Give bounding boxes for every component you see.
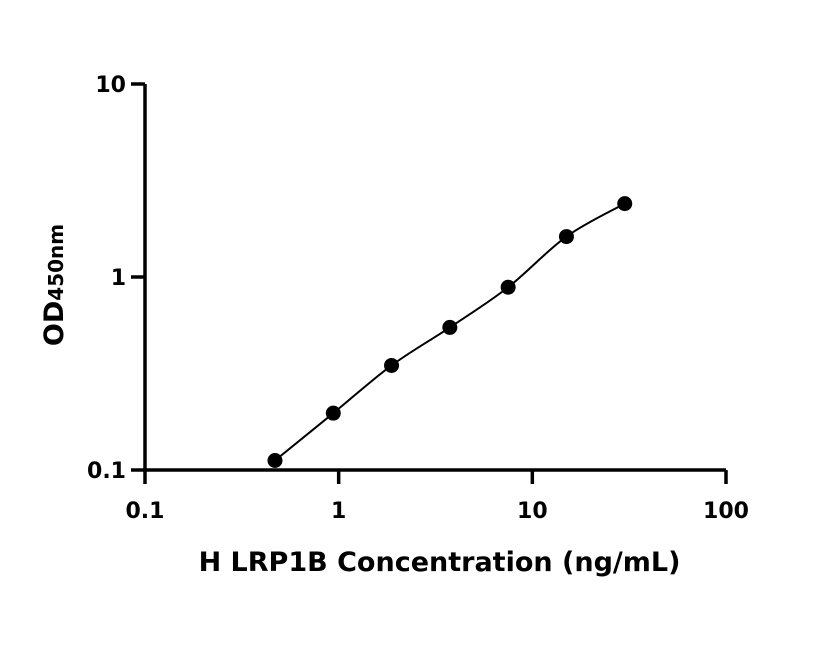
y-tick-label: 10 xyxy=(95,73,126,98)
x-tick-label: 1 xyxy=(331,499,346,524)
y-axis-title-main: OD xyxy=(39,301,70,346)
x-tick-label: 100 xyxy=(703,499,749,524)
y-tick-label: 0.1 xyxy=(87,459,126,484)
data-point xyxy=(384,357,400,373)
data-point xyxy=(500,279,516,295)
y-tick-label: 1 xyxy=(111,266,126,291)
ticks: 0.1 1 10 100 0.1 1 10 xyxy=(87,73,749,524)
y-axis-title-subscript: 450nm xyxy=(44,224,68,301)
x-tick-label: 10 xyxy=(517,499,548,524)
axes xyxy=(143,84,726,472)
x-tick-label: 0.1 xyxy=(126,499,165,524)
data-point xyxy=(558,229,574,245)
data-point xyxy=(442,319,458,335)
data-points xyxy=(267,196,633,469)
data-point xyxy=(325,405,341,421)
data-point xyxy=(617,196,633,212)
x-axis-title: H LRP1B Concentration (ng/mL) xyxy=(199,547,681,578)
data-point xyxy=(267,453,283,469)
y-axis-title: OD450nm xyxy=(39,224,70,346)
